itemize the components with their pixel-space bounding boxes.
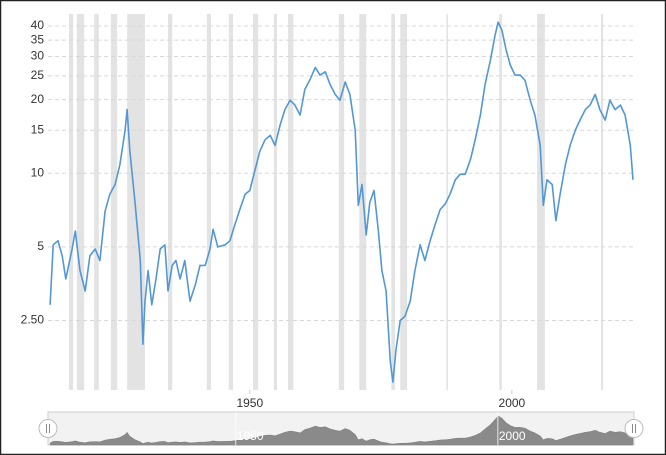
navigator-label: 2000	[499, 429, 526, 443]
line-series	[49, 21, 634, 383]
recession-band	[228, 14, 234, 390]
y-tick-label: 10	[31, 165, 45, 179]
recession-band	[273, 14, 278, 390]
recession-band	[252, 14, 259, 390]
recession-band	[110, 14, 118, 390]
recession-band	[206, 14, 212, 390]
recession-band	[288, 14, 294, 390]
y-tick-label: 35	[31, 32, 45, 46]
y-tick-label: 30	[31, 49, 45, 63]
recession-band	[68, 14, 74, 390]
recession-band	[446, 14, 448, 390]
y-tick-label: 40	[31, 18, 45, 32]
y-tick-label: 5	[37, 239, 44, 253]
y-tick-label: 25	[31, 68, 45, 82]
recession-band	[400, 14, 408, 390]
navigator-handle[interactable]	[38, 419, 58, 438]
x-tick-label: 2000	[499, 396, 526, 410]
navigator-area	[49, 415, 634, 446]
y-tick-label: 15	[31, 122, 45, 136]
recession-band	[499, 14, 502, 390]
plot	[49, 21, 634, 383]
navigator[interactable]: 1950 2000	[38, 411, 644, 446]
y-tick-label: 2.50	[21, 313, 45, 327]
navigator-label: 1950	[237, 429, 264, 443]
y-tick-label: 20	[31, 92, 45, 106]
x-tick-label: 1950	[236, 396, 263, 410]
navigator-handle[interactable]	[624, 419, 644, 438]
recession-band	[338, 14, 345, 390]
recession-band	[168, 14, 173, 390]
recession-band	[76, 14, 85, 390]
recession-band	[537, 14, 545, 390]
recession-band	[600, 14, 604, 390]
recession-band	[127, 14, 145, 390]
recession-band	[391, 14, 395, 390]
recession-band	[94, 14, 99, 390]
